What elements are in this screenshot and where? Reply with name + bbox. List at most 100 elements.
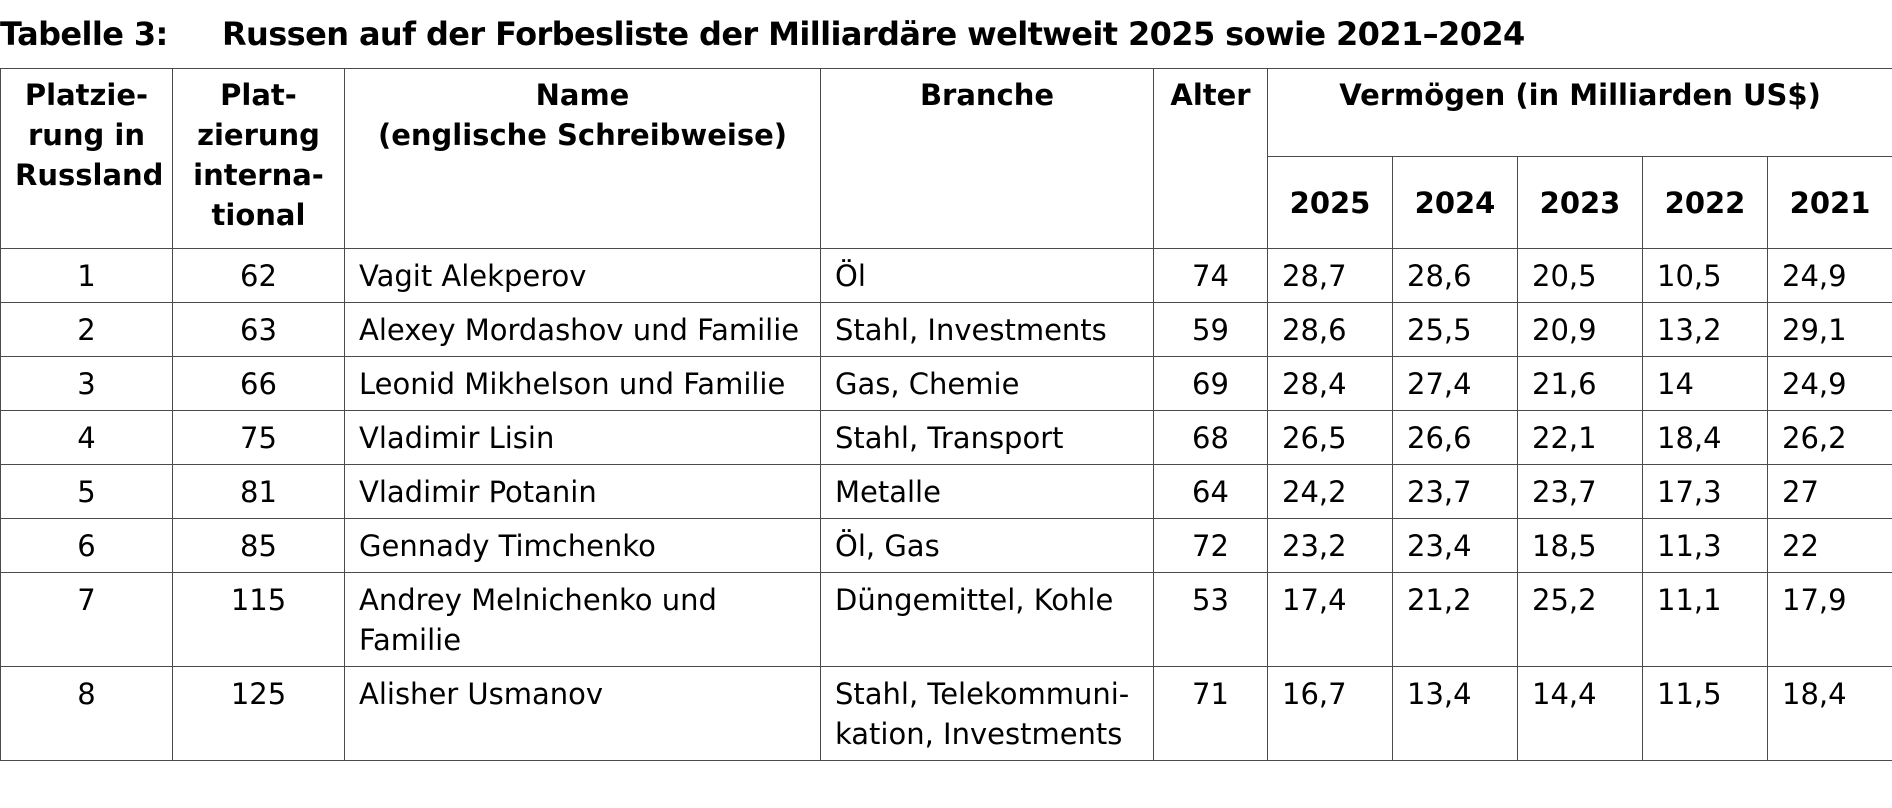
cell-wealth-2023: 20,5 [1517,248,1643,303]
cell-name: Vladimir Potanin [344,464,821,519]
cell-age: 71 [1153,666,1268,761]
cell-branch: Stahl, Transport [820,410,1154,465]
cell-wealth-2024: 21,2 [1392,572,1518,667]
cell-wealth-2021: 26,2 [1766,410,1892,465]
cell-age: 68 [1153,410,1268,465]
header-branch: Branche [820,68,1154,249]
cell-wealth-2025: 28,6 [1267,302,1393,357]
cell-branch: Öl, Gas [820,518,1154,573]
cell-branch: Stahl, Telekommuni- kation, Investments [820,666,1154,761]
cell-name: Leonid Mikhelson und Familie [344,356,821,411]
cell-wealth-2022: 11,3 [1642,518,1768,573]
cell-rank-international: 81 [172,464,345,519]
cell-name: Vladimir Lisin [344,410,821,465]
cell-wealth-2022: 11,1 [1642,572,1768,667]
cell-age: 64 [1153,464,1268,519]
table-row: 1 62 Vagit Alekperov Öl 74 28,7 28,6 20,5 10,5 24… [0,248,1892,303]
cell-wealth-2021: 22 [1766,518,1892,573]
table-row: 8 125 Alisher Usmanov Stahl, Telekommuni- k… [0,666,1892,761]
cell-wealth-2022: 11,5 [1642,666,1768,761]
cell-wealth-2023: 14,4 [1517,666,1643,761]
cell-branch: Düngemittel, Kohle [820,572,1154,667]
table-row: 6 85 Gennady Timchenko Öl, Gas 72 23,2 23,4 18,… [0,518,1892,573]
cell-rank-russia: 4 [0,410,173,465]
cell-wealth-2021: 17,9 [1766,572,1892,667]
cell-wealth-2025: 16,7 [1267,666,1393,761]
cell-rank-russia: 2 [0,302,173,357]
cell-wealth-2021: 29,1 [1766,302,1892,357]
cell-wealth-2021: 24,9 [1766,356,1892,411]
cell-wealth-2021: 27 [1766,464,1892,519]
cell-wealth-2024: 23,4 [1392,518,1518,573]
cell-wealth-2025: 23,2 [1267,518,1393,573]
cell-rank-russia: 7 [0,572,173,667]
header-year-2021: 2021 [1766,156,1892,249]
cell-wealth-2023: 25,2 [1517,572,1643,667]
cell-wealth-2024: 23,7 [1392,464,1518,519]
cell-wealth-2024: 28,6 [1392,248,1518,303]
cell-age: 74 [1153,248,1268,303]
cell-wealth-2024: 27,4 [1392,356,1518,411]
header-year-2025: 2025 [1267,156,1393,249]
header-year-2022: 2022 [1642,156,1768,249]
cell-rank-international: 85 [172,518,345,573]
cell-wealth-2023: 23,7 [1517,464,1643,519]
table-row: 2 63 Alexey Mordashov und Familie Stahl, In… [0,302,1892,357]
table-row: 7 115 Andrey Melnichenko und Familie Düngem… [0,572,1892,667]
cell-wealth-2022: 13,2 [1642,302,1768,357]
table-row: 4 75 Vladimir Lisin Stahl, Transport 68 26,5 2… [0,410,1892,465]
cell-name: Andrey Melnichenko und Familie [344,572,821,667]
header-rank-russia: Platzie- rung in Russland [0,68,173,249]
header-age: Alter [1153,68,1268,249]
cell-wealth-2021: 24,9 [1766,248,1892,303]
cell-age: 72 [1153,518,1268,573]
cell-name: Gennady Timchenko [344,518,821,573]
cell-wealth-2023: 21,6 [1517,356,1643,411]
cell-rank-russia: 5 [0,464,173,519]
cell-wealth-2025: 26,5 [1267,410,1393,465]
cell-rank-international: 66 [172,356,345,411]
header-rank-international: Plat- zierung interna- tional [172,68,345,249]
header-name: Name (englische Schreibweise) [344,68,821,249]
cell-age: 69 [1153,356,1268,411]
cell-wealth-2023: 20,9 [1517,302,1643,357]
cell-branch: Stahl, Investments [820,302,1154,357]
cell-wealth-2023: 18,5 [1517,518,1643,573]
cell-wealth-2022: 14 [1642,356,1768,411]
cell-wealth-2025: 28,7 [1267,248,1393,303]
cell-branch: Öl [820,248,1154,303]
cell-wealth-2021: 18,4 [1766,666,1892,761]
cell-rank-russia: 1 [0,248,173,303]
table-row: 5 81 Vladimir Potanin Metalle 64 24,2 23,7 23,7… [0,464,1892,519]
cell-rank-russia: 8 [0,666,173,761]
cell-rank-russia: 3 [0,356,173,411]
cell-wealth-2025: 17,4 [1267,572,1393,667]
cell-rank-international: 63 [172,302,345,357]
header-year-2024: 2024 [1392,156,1518,249]
cell-name: Alexey Mordashov und Familie [344,302,821,357]
cell-wealth-2022: 17,3 [1642,464,1768,519]
table-caption-label: Tabelle 3: [0,15,168,53]
cell-rank-russia: 6 [0,518,173,573]
cell-branch: Gas, Chemie [820,356,1154,411]
cell-wealth-2025: 28,4 [1267,356,1393,411]
cell-rank-international: 115 [172,572,345,667]
billionaires-table: Platzie- rung in Russland Plat- zierung … [0,68,1892,761]
header-year-2023: 2023 [1517,156,1643,249]
table-body: 1 62 Vagit Alekperov Öl 74 28,7 28,6 20,5 10,5 24… [0,248,1892,761]
cell-name: Vagit Alekperov [344,248,821,303]
header-wealth: Vermögen (in Milliarden US$) [1266,68,1892,157]
cell-branch: Metalle [820,464,1154,519]
cell-wealth-2022: 18,4 [1642,410,1768,465]
cell-name: Alisher Usmanov [344,666,821,761]
cell-age: 53 [1153,572,1268,667]
cell-age: 59 [1153,302,1268,357]
table-row: 3 66 Leonid Mikhelson und Familie Gas, Chem… [0,356,1892,411]
table-caption-text: Russen auf der Forbesliste der Milliardä… [222,15,1525,53]
cell-wealth-2022: 10,5 [1642,248,1768,303]
cell-rank-international: 75 [172,410,345,465]
cell-wealth-2023: 22,1 [1517,410,1643,465]
cell-wealth-2024: 26,6 [1392,410,1518,465]
cell-rank-international: 125 [172,666,345,761]
